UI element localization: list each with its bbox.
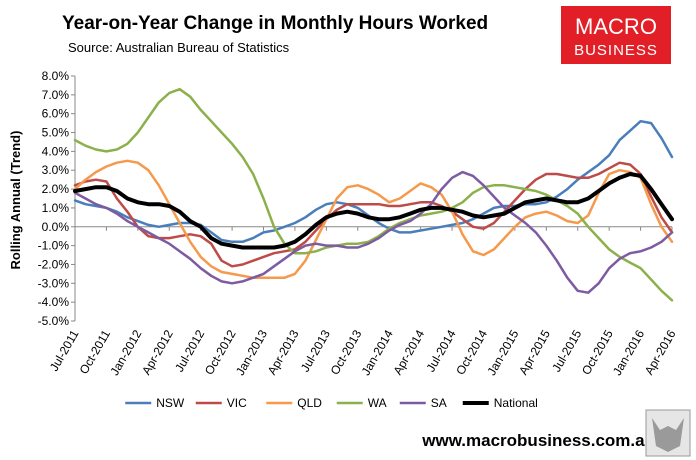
y-tick-label: 1.0% <box>42 201 70 215</box>
x-tick-label: Jul-2012 <box>172 327 207 374</box>
wolf-icon <box>652 418 684 452</box>
legend-label: NSW <box>156 396 185 410</box>
legend-label: National <box>494 396 538 410</box>
y-tick-label: -2.0% <box>38 257 70 271</box>
y-axis-label: Rolling Annual (Trend) <box>8 131 23 270</box>
legend-label: VIC <box>227 396 247 410</box>
line-series <box>73 159 674 279</box>
y-tick-label: 7.0% <box>42 88 70 102</box>
y-tick-label: 8.0% <box>42 69 70 83</box>
logo-box <box>561 6 671 64</box>
line-series <box>73 172 674 250</box>
chart-title: Year-on-Year Change in Monthly Hours Wor… <box>62 13 488 34</box>
logo-text: BUSINESS <box>574 42 658 59</box>
legend-label: WA <box>368 396 387 410</box>
y-tick-label: 3.0% <box>42 163 70 177</box>
legend-label: QLD <box>297 396 322 410</box>
y-tick-label: 0.0% <box>42 220 70 234</box>
chart-subtitle: Source: Australian Bureau of Statistics <box>68 40 290 55</box>
x-tick-label: Jul-2011 <box>47 327 82 373</box>
line-series <box>73 87 674 302</box>
x-tick-label: Jul-2015 <box>549 327 584 374</box>
logo-text: MACRO <box>575 14 657 39</box>
y-tick-label: -3.0% <box>38 276 70 290</box>
y-tick-label: 6.0% <box>42 107 70 121</box>
legend-label: SA <box>431 396 447 410</box>
x-tick-label: Apr-2015 <box>516 327 553 377</box>
x-tick-label: Jul-2014 <box>424 327 459 374</box>
y-tick-label: -4.0% <box>38 295 70 309</box>
footer: www.macrobusiness.com.au <box>421 431 655 450</box>
y-tick-label: 5.0% <box>42 126 70 140</box>
x-tick-label: Apr-2014 <box>390 327 427 377</box>
y-tick-label: -1.0% <box>38 239 70 253</box>
x-tick-label: Apr-2012 <box>139 327 176 377</box>
x-tick-label: Jul-2013 <box>298 327 333 374</box>
line-series <box>73 161 674 268</box>
x-tick-label: Apr-2016 <box>642 327 679 377</box>
line-series <box>73 119 674 244</box>
y-tick-label: -5.0% <box>38 314 70 328</box>
x-tick-label: Apr-2013 <box>265 327 302 377</box>
y-tick-label: 2.0% <box>42 182 70 196</box>
y-tick-label: 4.0% <box>42 144 70 158</box>
line-series <box>73 170 674 294</box>
